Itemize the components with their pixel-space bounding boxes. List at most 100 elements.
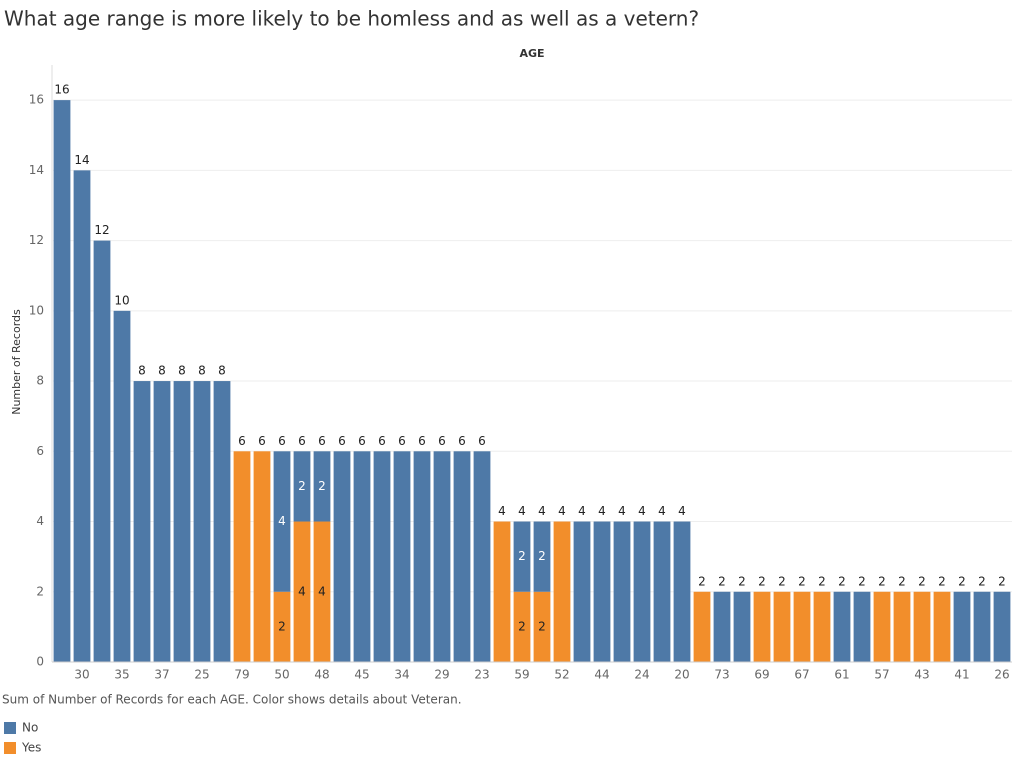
total-label: 2 (978, 574, 986, 588)
bar-segment (853, 591, 871, 662)
bar-segment (693, 591, 711, 662)
total-label: 2 (818, 574, 826, 588)
total-label: 6 (358, 434, 366, 448)
total-label: 12 (94, 223, 109, 237)
bar-segment (513, 521, 531, 592)
x-tick-label: 35 (114, 668, 129, 682)
bar-segment (613, 521, 631, 662)
x-tick-label: 69 (754, 668, 769, 682)
bar-segment (273, 591, 291, 662)
total-label: 8 (178, 364, 186, 378)
x-tick-label: 79 (234, 668, 249, 682)
caption: Sum of Number of Records for each AGE. C… (2, 693, 462, 707)
x-tick-label: 34 (394, 668, 409, 682)
bar-segment (893, 591, 911, 662)
total-label: 4 (578, 504, 586, 518)
y-tick-label: 0 (36, 655, 44, 669)
total-label: 8 (158, 364, 166, 378)
total-label: 4 (558, 504, 566, 518)
x-tick-label: 24 (634, 668, 649, 682)
bar-segment (973, 591, 991, 662)
y-tick-label: 6 (36, 444, 44, 458)
total-label: 2 (958, 574, 966, 588)
bar-segment (873, 591, 891, 662)
total-label: 4 (518, 504, 526, 518)
total-label: 2 (898, 574, 906, 588)
bar-segment (773, 591, 791, 662)
x-tick-label: 45 (354, 668, 369, 682)
x-tick-label: 50 (274, 668, 289, 682)
x-header: AGE (519, 47, 544, 60)
legend-swatch (4, 742, 16, 754)
bar-segment (733, 591, 751, 662)
bar-segment (493, 521, 511, 662)
bar-segment (513, 591, 531, 662)
x-tick-label: 52 (554, 668, 569, 682)
bar-segment (793, 591, 811, 662)
x-tick-label: 37 (154, 668, 169, 682)
total-label: 16 (54, 83, 69, 97)
total-label: 4 (618, 504, 626, 518)
x-tick-label: 41 (954, 668, 969, 682)
total-label: 6 (478, 434, 486, 448)
total-label: 6 (338, 434, 346, 448)
bar-segment (433, 451, 451, 662)
bar-segment (593, 521, 611, 662)
y-tick-label: 4 (36, 514, 44, 528)
bar-segment (293, 521, 311, 662)
bar-segment (573, 521, 591, 662)
segment-label: 2 (318, 479, 326, 493)
total-label: 2 (778, 574, 786, 588)
x-tick-label: 61 (834, 668, 849, 682)
segment-label: 2 (278, 619, 286, 633)
x-tick-label: 25 (194, 668, 209, 682)
bar-segment (53, 100, 71, 662)
total-label: 6 (418, 434, 426, 448)
total-label: 2 (798, 574, 806, 588)
segment-label: 2 (298, 479, 306, 493)
bar-segment (413, 451, 431, 662)
segment-label: 4 (278, 514, 286, 528)
y-tick-label: 10 (29, 303, 44, 317)
x-tick-label: 67 (794, 668, 809, 682)
x-tick-label: 30 (74, 668, 89, 682)
total-label: 6 (318, 434, 326, 448)
x-tick-label: 73 (714, 668, 729, 682)
x-tick-label: 59 (514, 668, 529, 682)
bar-segment (753, 591, 771, 662)
bar-segment (813, 591, 831, 662)
bar-segment (453, 451, 471, 662)
legend-label: No (22, 721, 38, 735)
bar-segment (833, 591, 851, 662)
total-label: 6 (238, 434, 246, 448)
total-label: 6 (378, 434, 386, 448)
total-label: 6 (398, 434, 406, 448)
total-label: 2 (718, 574, 726, 588)
chart-title: What age range is more likely to be homl… (4, 7, 699, 31)
bar-segment (533, 591, 551, 662)
total-label: 4 (498, 504, 506, 518)
segment-label: 4 (298, 584, 306, 598)
bar-segment (933, 591, 951, 662)
segment-label: 2 (518, 549, 526, 563)
total-label: 2 (758, 574, 766, 588)
bar-segment (113, 310, 131, 662)
bar-segment (253, 451, 271, 662)
x-tick-label: 48 (314, 668, 329, 682)
segment-label: 2 (538, 619, 546, 633)
bar-segment (713, 591, 731, 662)
x-tick-label: 23 (474, 668, 489, 682)
x-tick-label: 57 (874, 668, 889, 682)
legend-swatch (4, 722, 16, 734)
total-label: 8 (198, 364, 206, 378)
y-tick-label: 8 (36, 374, 44, 388)
bar-segment (473, 451, 491, 662)
total-label: 8 (138, 364, 146, 378)
total-label: 14 (74, 153, 89, 167)
segment-label: 2 (538, 549, 546, 563)
total-label: 2 (878, 574, 886, 588)
x-tick-label: 44 (594, 668, 609, 682)
total-label: 2 (858, 574, 866, 588)
